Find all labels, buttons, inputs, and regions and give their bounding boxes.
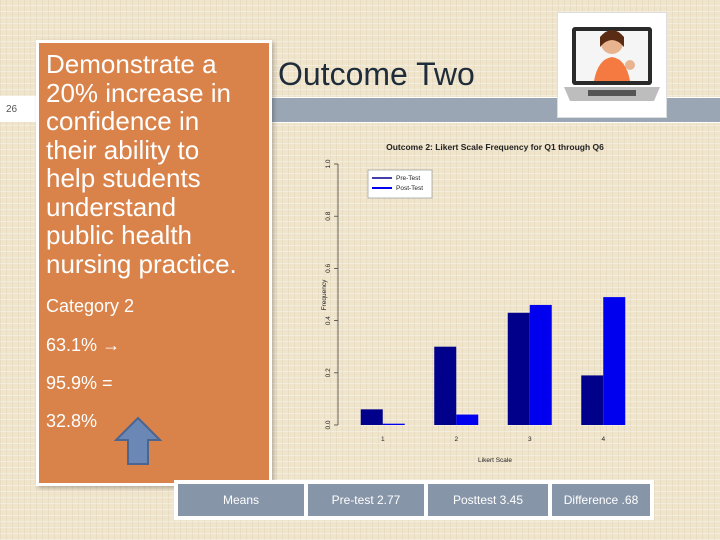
- y-tick-label: 0.2: [325, 368, 332, 377]
- means-table: Means Pre-test 2.77 Posttest 3.45 Differ…: [174, 480, 654, 520]
- bar-pretest: [434, 346, 457, 425]
- y-tick-label: 0.4: [325, 316, 332, 325]
- bar-pretest: [507, 312, 530, 425]
- up-arrow-icon: [114, 416, 162, 465]
- objective-text: Demonstrate a 20% increase in confidence…: [46, 50, 276, 278]
- objective-box: [36, 40, 272, 486]
- x-tick-label: 4: [601, 436, 605, 443]
- likert-chart-svg: Outcome 2: Likert Scale Frequency for Q1…: [321, 142, 626, 464]
- post-value: 95.9% =: [46, 373, 113, 393]
- y-axis-label: Frequency: [321, 279, 328, 310]
- x-tick-label: 1: [381, 436, 385, 443]
- objective-line: nursing practice.: [46, 248, 237, 279]
- bar-posttest: [382, 423, 405, 425]
- x-axis-label: Likert Scale: [478, 457, 512, 464]
- objective-line: Demonstrate a: [46, 49, 217, 79]
- pre-value-line: 63.1% →: [46, 335, 120, 356]
- pre-value: 63.1%: [46, 335, 98, 355]
- slide-number: 26: [6, 104, 18, 115]
- chart-legend: Pre-Test Post-Test: [367, 169, 433, 199]
- x-tick-label: 2: [454, 436, 458, 443]
- pretest-mean: Pre-test 2.77: [306, 482, 426, 518]
- objective-line: public health: [46, 220, 192, 250]
- objective-line: confidence in: [46, 106, 200, 136]
- y-tick-label: 0.0: [325, 420, 332, 429]
- y-tick-label: 1.0: [325, 159, 332, 168]
- difference-value: 32.8%: [46, 411, 98, 431]
- likert-chart: Outcome 2: Likert Scale Frequency for Q1…: [312, 130, 642, 470]
- difference-mean: Difference .68: [550, 482, 652, 518]
- legend-label: Post-Test: [396, 185, 423, 192]
- bar-posttest: [529, 304, 552, 425]
- objective-line: 20% increase in: [46, 77, 231, 108]
- right-arrow-icon: →: [102, 335, 121, 355]
- chart-title: Outcome 2: Likert Scale Frequency for Q1…: [386, 142, 604, 152]
- objective-line: their ability to: [46, 134, 200, 165]
- x-tick-label: 3: [528, 436, 532, 443]
- objective-line: understand: [46, 191, 177, 222]
- bar-posttest: [456, 414, 479, 425]
- laptop-woman-thumbs-up-icon: [557, 12, 667, 118]
- bar-posttest: [603, 297, 626, 425]
- objective-line: help students: [46, 163, 201, 193]
- y-tick-label: 0.8: [325, 211, 332, 220]
- posttest-mean: Posttest 3.45: [426, 482, 550, 518]
- means-label: Means: [176, 482, 306, 518]
- category-label: Category 2: [46, 296, 135, 316]
- y-tick-label: 0.6: [325, 264, 332, 273]
- legend-label: Pre-Test: [396, 175, 420, 182]
- bar-pretest: [360, 409, 383, 425]
- slide-title: Outcome Two: [278, 56, 475, 92]
- bar-pretest: [581, 375, 604, 425]
